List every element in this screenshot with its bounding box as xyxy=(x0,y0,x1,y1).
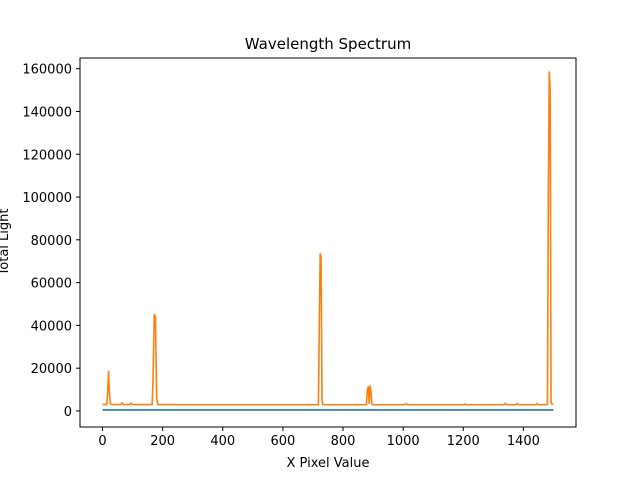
x-tick-label: 1200 xyxy=(447,434,480,449)
x-tick-label: 0 xyxy=(98,434,106,449)
x-tick-label: 1000 xyxy=(387,434,420,449)
y-axis-label: Total Light xyxy=(0,209,12,277)
y-tick-label: 160000 xyxy=(22,63,72,78)
x-axis-label: X Pixel Value xyxy=(287,456,370,471)
y-tick-label: 40000 xyxy=(31,319,72,334)
plot-frame xyxy=(79,57,577,428)
y-tick-label: 60000 xyxy=(31,277,72,292)
series-layer xyxy=(102,71,554,411)
x-tick-label: 600 xyxy=(270,434,295,449)
y-tick-label: 100000 xyxy=(22,191,72,206)
y-tick-label: 120000 xyxy=(22,148,72,163)
x-tick-label: 200 xyxy=(150,434,175,449)
x-axis-ticks: 0 200 400 600 800 1000 1200 1400 xyxy=(98,427,540,449)
y-tick-label: 80000 xyxy=(31,234,72,249)
chart-title: Wavelength Spectrum xyxy=(245,35,411,53)
y-tick-label: 140000 xyxy=(22,105,72,120)
x-tick-label: 1400 xyxy=(507,434,540,449)
x-tick-label: 400 xyxy=(210,434,235,449)
y-axis-ticks: 0 20000 40000 60000 80000 100000 120000 140000 1… xyxy=(22,63,80,420)
x-tick-label: 800 xyxy=(331,434,356,449)
y-tick-label: 20000 xyxy=(31,362,72,377)
series-line-2 xyxy=(102,71,554,406)
y-tick-label: 0 xyxy=(64,405,72,420)
